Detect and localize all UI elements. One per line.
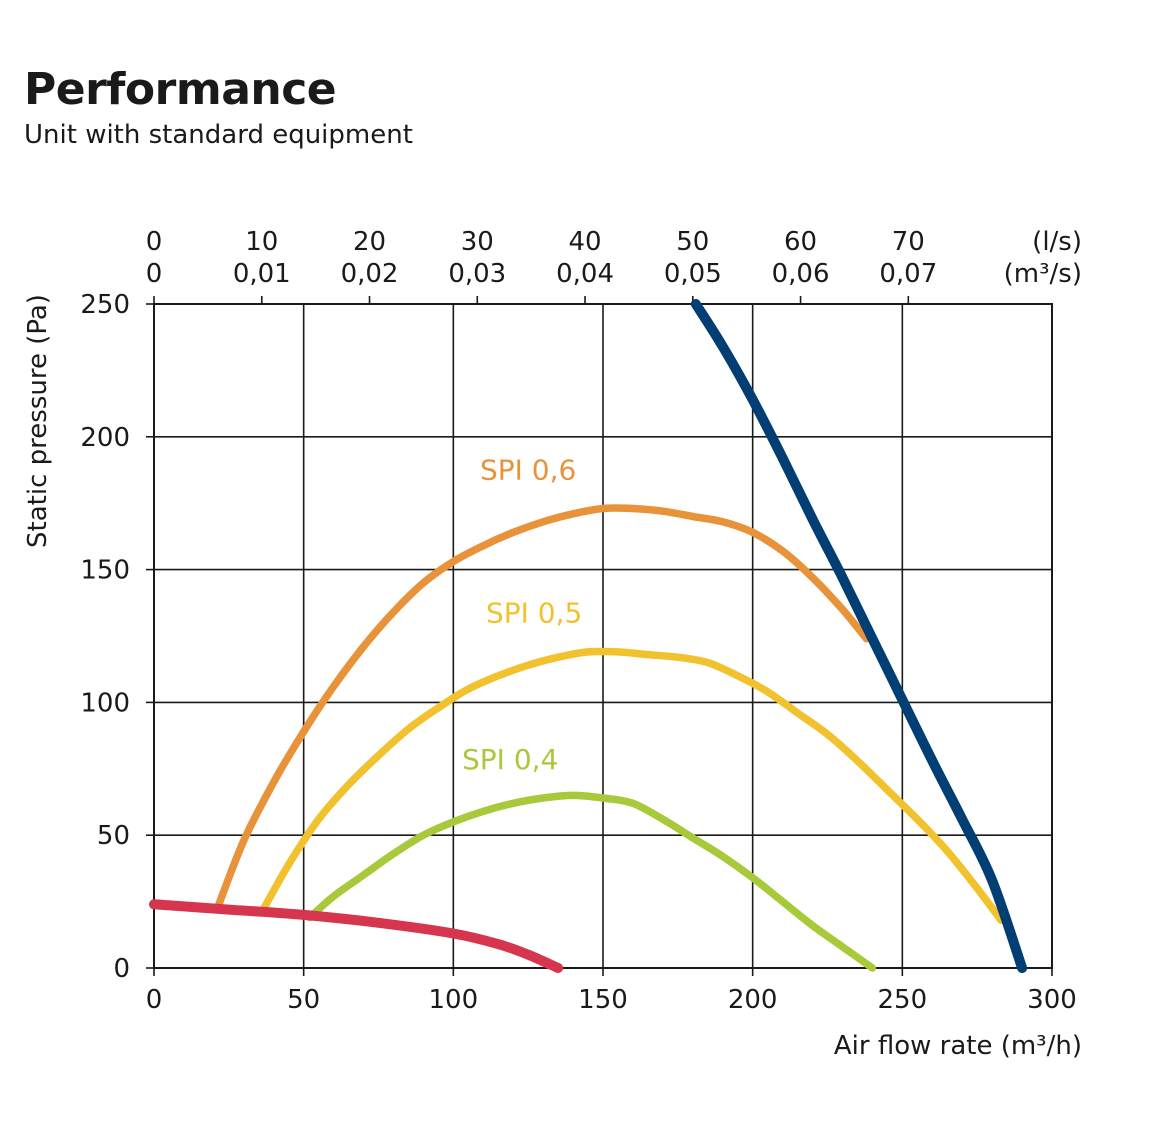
chart-subtitle: Unit with standard equipment bbox=[24, 120, 413, 150]
top-tick-label-ls: 50 bbox=[676, 227, 709, 257]
grid-layer: 0 50 100 150 200 250 30005010015020025000100,0… bbox=[80, 227, 1076, 1015]
y-axis-title: Static pressure (Pa) bbox=[23, 294, 53, 548]
top-tick-label-m3s: 0,06 bbox=[772, 259, 830, 289]
top-axis-unit-m3s: (m³/s) bbox=[1004, 259, 1082, 289]
y-tick-label: 100 bbox=[80, 688, 130, 718]
y-tick-label: 0 bbox=[113, 954, 130, 984]
chart-title: Performance bbox=[24, 64, 337, 115]
top-tick-label-ls: 20 bbox=[353, 227, 386, 257]
x-tick-label: 200 bbox=[728, 985, 778, 1015]
top-tick-label-m3s: 0,03 bbox=[448, 259, 506, 289]
series-line-3 bbox=[149, 899, 564, 973]
x-tick-label: 0 bbox=[146, 985, 163, 1015]
top-tick-label-m3s: 0,01 bbox=[233, 259, 291, 289]
label-layer: SPI 0,6 SPI 0,5 SPI 0,4 bbox=[462, 453, 582, 776]
top-tick-label-m3s: 0,07 bbox=[879, 259, 937, 289]
series-line-4 bbox=[690, 299, 1028, 973]
y-tick-label: 200 bbox=[80, 423, 130, 453]
y-tick-label: 50 bbox=[97, 821, 130, 851]
series-line-2 bbox=[305, 791, 877, 972]
top-tick-label-ls: 60 bbox=[784, 227, 817, 257]
x-tick-label: 300 bbox=[1027, 985, 1077, 1015]
x-tick-label: 250 bbox=[878, 985, 928, 1015]
series-line-1 bbox=[258, 647, 1005, 924]
top-tick-label-ls: 70 bbox=[892, 227, 925, 257]
x-tick-label: 100 bbox=[429, 985, 479, 1015]
curve-label-2: SPI 0,4 bbox=[462, 743, 558, 776]
top-tick-label-m3s: 0,02 bbox=[341, 259, 399, 289]
series-layer bbox=[149, 299, 1028, 973]
x-tick-label: 50 bbox=[287, 985, 320, 1015]
series-line-0 bbox=[213, 504, 871, 914]
top-tick-label-ls: 0 bbox=[146, 227, 163, 257]
top-tick-label-m3s: 0,05 bbox=[664, 259, 722, 289]
top-tick-label-m3s: 0 bbox=[146, 259, 163, 289]
y-tick-label: 250 bbox=[80, 290, 130, 320]
top-axis-unit-ls: (l/s) bbox=[1032, 227, 1082, 257]
plot-frame bbox=[153, 303, 1053, 969]
curve-label-0: SPI 0,6 bbox=[480, 453, 576, 486]
curve-label-1: SPI 0,5 bbox=[486, 597, 582, 630]
x-axis-title: Air flow rate (m³/h) bbox=[834, 1031, 1082, 1061]
top-tick-label-m3s: 0,04 bbox=[556, 259, 614, 289]
top-tick-label-ls: 40 bbox=[568, 227, 601, 257]
x-tick-label: 150 bbox=[578, 985, 628, 1015]
top-tick-label-ls: 30 bbox=[461, 227, 494, 257]
y-tick-label: 150 bbox=[80, 556, 130, 586]
top-tick-label-ls: 10 bbox=[245, 227, 278, 257]
